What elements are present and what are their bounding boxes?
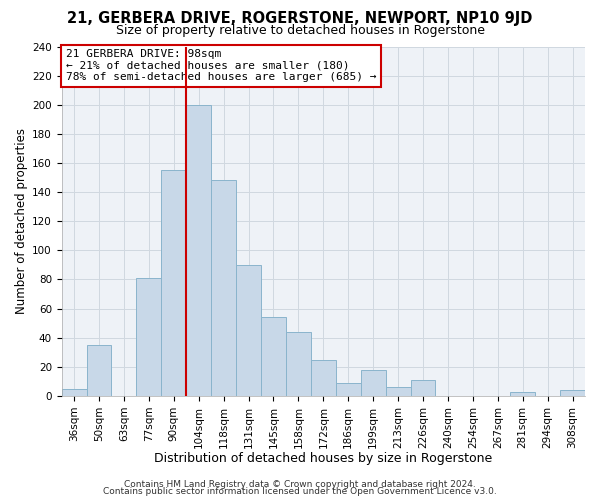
Bar [86, 345, 112, 396]
Text: 21 GERBERA DRIVE: 98sqm
← 21% of detached houses are smaller (180)
78% of semi-d: 21 GERBERA DRIVE: 98sqm ← 21% of detache… [66, 50, 376, 82]
Bar [510, 392, 535, 396]
Bar [136, 278, 161, 396]
Text: Contains HM Land Registry data © Crown copyright and database right 2024.: Contains HM Land Registry data © Crown c… [124, 480, 476, 489]
Text: Contains public sector information licensed under the Open Government Licence v3: Contains public sector information licen… [103, 488, 497, 496]
Bar [236, 265, 261, 396]
Bar [361, 370, 386, 396]
Bar [211, 180, 236, 396]
Y-axis label: Number of detached properties: Number of detached properties [15, 128, 28, 314]
Bar [336, 383, 361, 396]
Bar [186, 104, 211, 396]
Bar [560, 390, 585, 396]
Bar [261, 318, 286, 396]
Bar [286, 332, 311, 396]
Bar [386, 387, 410, 396]
Bar [410, 380, 436, 396]
Bar [62, 388, 86, 396]
Text: Size of property relative to detached houses in Rogerstone: Size of property relative to detached ho… [115, 24, 485, 37]
X-axis label: Distribution of detached houses by size in Rogerstone: Distribution of detached houses by size … [154, 452, 493, 465]
Bar [311, 360, 336, 396]
Bar [161, 170, 186, 396]
Text: 21, GERBERA DRIVE, ROGERSTONE, NEWPORT, NP10 9JD: 21, GERBERA DRIVE, ROGERSTONE, NEWPORT, … [67, 11, 533, 26]
